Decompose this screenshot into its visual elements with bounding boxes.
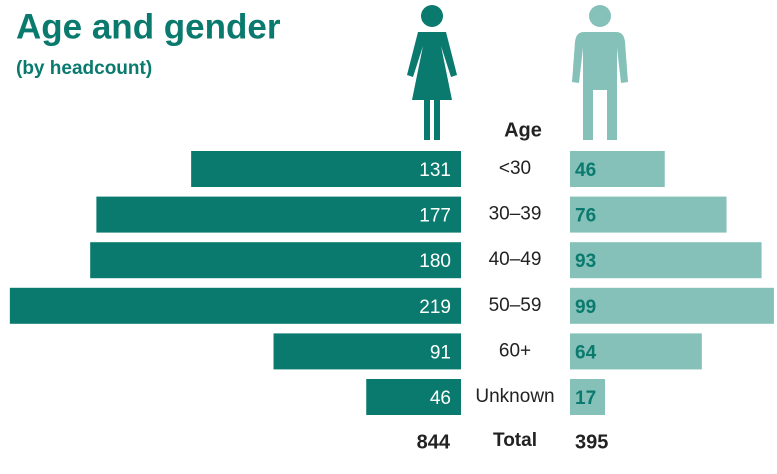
bar <box>570 196 727 233</box>
category-label: 60+ <box>499 340 531 361</box>
category-label: Unknown <box>475 386 554 407</box>
category-label: 40–49 <box>489 249 542 270</box>
bar <box>570 379 606 415</box>
bar <box>273 333 461 370</box>
total-value: 844 <box>417 431 451 453</box>
bar <box>570 333 702 370</box>
category-label: 50–59 <box>489 295 542 316</box>
total-value: 395 <box>575 431 608 453</box>
value-label: 177 <box>419 206 451 227</box>
bar <box>191 151 461 187</box>
bar <box>96 196 461 233</box>
value-label: 180 <box>419 251 451 272</box>
bar <box>570 287 774 324</box>
bar <box>366 379 461 415</box>
bar <box>570 242 762 279</box>
value-label: 17 <box>575 388 596 409</box>
category-label: 30–39 <box>489 204 542 225</box>
bar <box>570 151 665 187</box>
category-header: Age <box>504 119 542 141</box>
chart-subtitle: (by headcount) <box>16 58 152 79</box>
value-label: 91 <box>430 342 451 363</box>
bar <box>90 242 461 279</box>
value-label: 46 <box>430 388 451 409</box>
value-label: 131 <box>419 160 451 181</box>
category-label: <30 <box>499 158 531 179</box>
bar <box>9 287 462 324</box>
total-label: Total <box>493 430 537 451</box>
value-label: 99 <box>575 297 596 318</box>
woman-icon <box>407 5 457 140</box>
value-label: 219 <box>419 297 451 318</box>
value-label: 64 <box>575 342 597 363</box>
value-label: 76 <box>575 206 596 227</box>
value-label: 46 <box>575 160 596 181</box>
man-icon <box>572 5 628 140</box>
chart-title: Age and gender <box>16 7 281 46</box>
value-label: 93 <box>575 251 596 272</box>
